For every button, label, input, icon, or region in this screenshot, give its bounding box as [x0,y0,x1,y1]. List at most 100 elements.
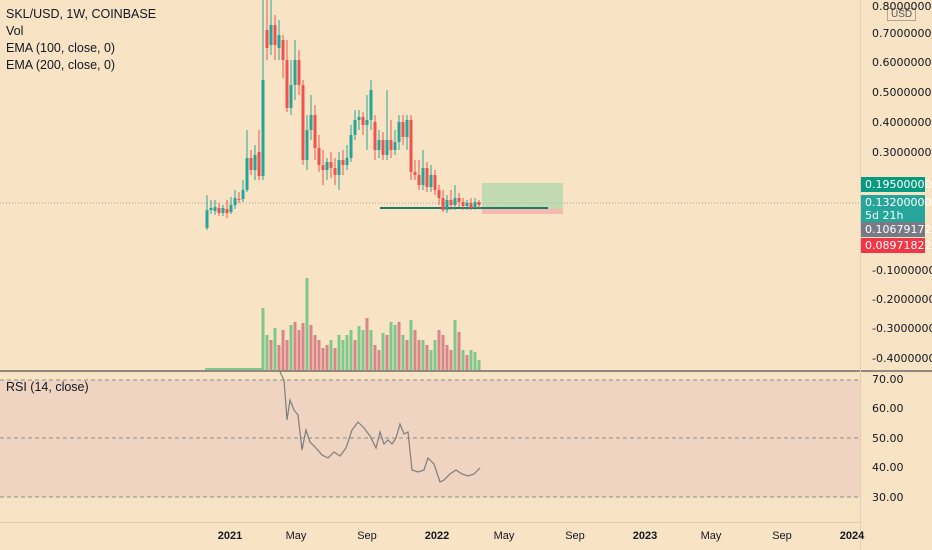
candle-body [289,85,293,108]
loss-zone [482,209,563,214]
volume-bar [453,320,457,370]
candle-body [329,162,333,168]
price-label: 0.50000000 [872,86,932,99]
candle-body [285,60,289,108]
volume-bar [405,340,409,370]
volume-bar [361,330,365,370]
candle-body [305,130,309,160]
volume-bar [317,340,321,370]
candle-body [469,203,473,208]
volume-bar [417,340,421,370]
volume-bar [429,350,433,370]
volume-bar [329,340,333,370]
candle-body [321,165,325,170]
candle-body [253,155,257,170]
candle-body [433,175,437,190]
time-label: Sep [357,530,377,542]
volume-bar [389,322,393,370]
candle-body [277,35,281,48]
time-label: May [700,530,722,542]
candle-body [365,120,369,125]
volume-bar [261,308,265,370]
current-price-tag[interactable]: 0.13200000 5d 21h [861,195,932,223]
candle-body [425,168,429,187]
candle-body [345,158,349,165]
volume-bar [357,326,361,370]
candle-body [273,25,277,45]
candle-body [209,208,213,210]
volume-bar [409,320,413,370]
time-label: May [493,530,515,542]
ema100-legend[interactable]: EMA (100, close, 0) [6,41,116,55]
volume-bar [433,340,437,370]
candle-body [421,168,425,185]
volume-bar [397,322,401,370]
volume-bar [321,348,325,370]
volume-bar [477,360,481,370]
volume-bar [353,340,357,370]
volume-bar [365,318,369,370]
rsi-legend[interactable]: RSI (14, close) [6,380,89,394]
candle-body [225,209,229,213]
take-profit-tag[interactable]: 0.19500000 [861,177,931,192]
candle-body [241,190,245,199]
volume-bar [325,345,329,370]
candle-body [333,168,337,175]
candle-body [429,175,433,187]
candle-body [373,122,377,150]
ema200-legend[interactable]: EMA (200, close, 0) [6,58,116,72]
candle-body [385,140,389,155]
price-label: 0.60000000 [872,56,932,69]
candle-body [357,117,361,120]
symbol-title[interactable]: SKL/USD, 1W, COINBASE [6,7,157,21]
volume-bar [345,335,349,370]
volume-bar [393,325,397,370]
volume-bar [301,323,305,370]
volume-bar [285,340,289,370]
current-price-value: 0.13200000 [865,196,932,209]
candle-body [213,207,217,211]
time-label: 2022 [424,530,450,542]
candle-body [413,172,417,175]
volume-bar [309,325,313,370]
price-label: -0.10000000 [872,264,932,277]
rsi-line [279,371,481,483]
candle-body [269,25,273,45]
volume-bar [265,335,269,370]
currency-label[interactable]: USD [887,8,917,21]
stop-loss-tag[interactable]: 0.08971822 [861,238,931,253]
time-label: Sep [565,530,585,542]
candle-body [405,120,409,137]
candle-body [441,198,445,210]
candle-body [293,60,297,85]
candle-body [325,162,329,170]
candle-body [389,140,393,150]
entry-price-tag[interactable]: 0.10679172 [861,222,931,237]
volume-bar [425,345,429,370]
candle-body [465,203,469,206]
volume-bar [333,348,337,370]
price-label: 0.70000000 [872,27,932,40]
volume-bar [437,330,441,370]
volume-bar [289,325,293,370]
candle-body [309,115,313,130]
volume-bar [313,335,317,370]
volume-bar [281,330,285,370]
candle-body [445,200,449,210]
candle-body [453,198,457,205]
candle-body [449,200,453,205]
candle-body [245,158,249,190]
volume-bar [457,332,461,370]
time-label: 2023 [632,530,658,542]
volume-bar [337,335,341,370]
candle-body [397,122,401,142]
candle-body [457,198,461,202]
rsi-axis-label: 50.00 [872,432,904,445]
candle-body [337,160,341,175]
volume-legend[interactable]: Vol [6,24,24,38]
candle-body [369,90,373,120]
candle-body [461,202,465,206]
candle-body [477,202,481,205]
